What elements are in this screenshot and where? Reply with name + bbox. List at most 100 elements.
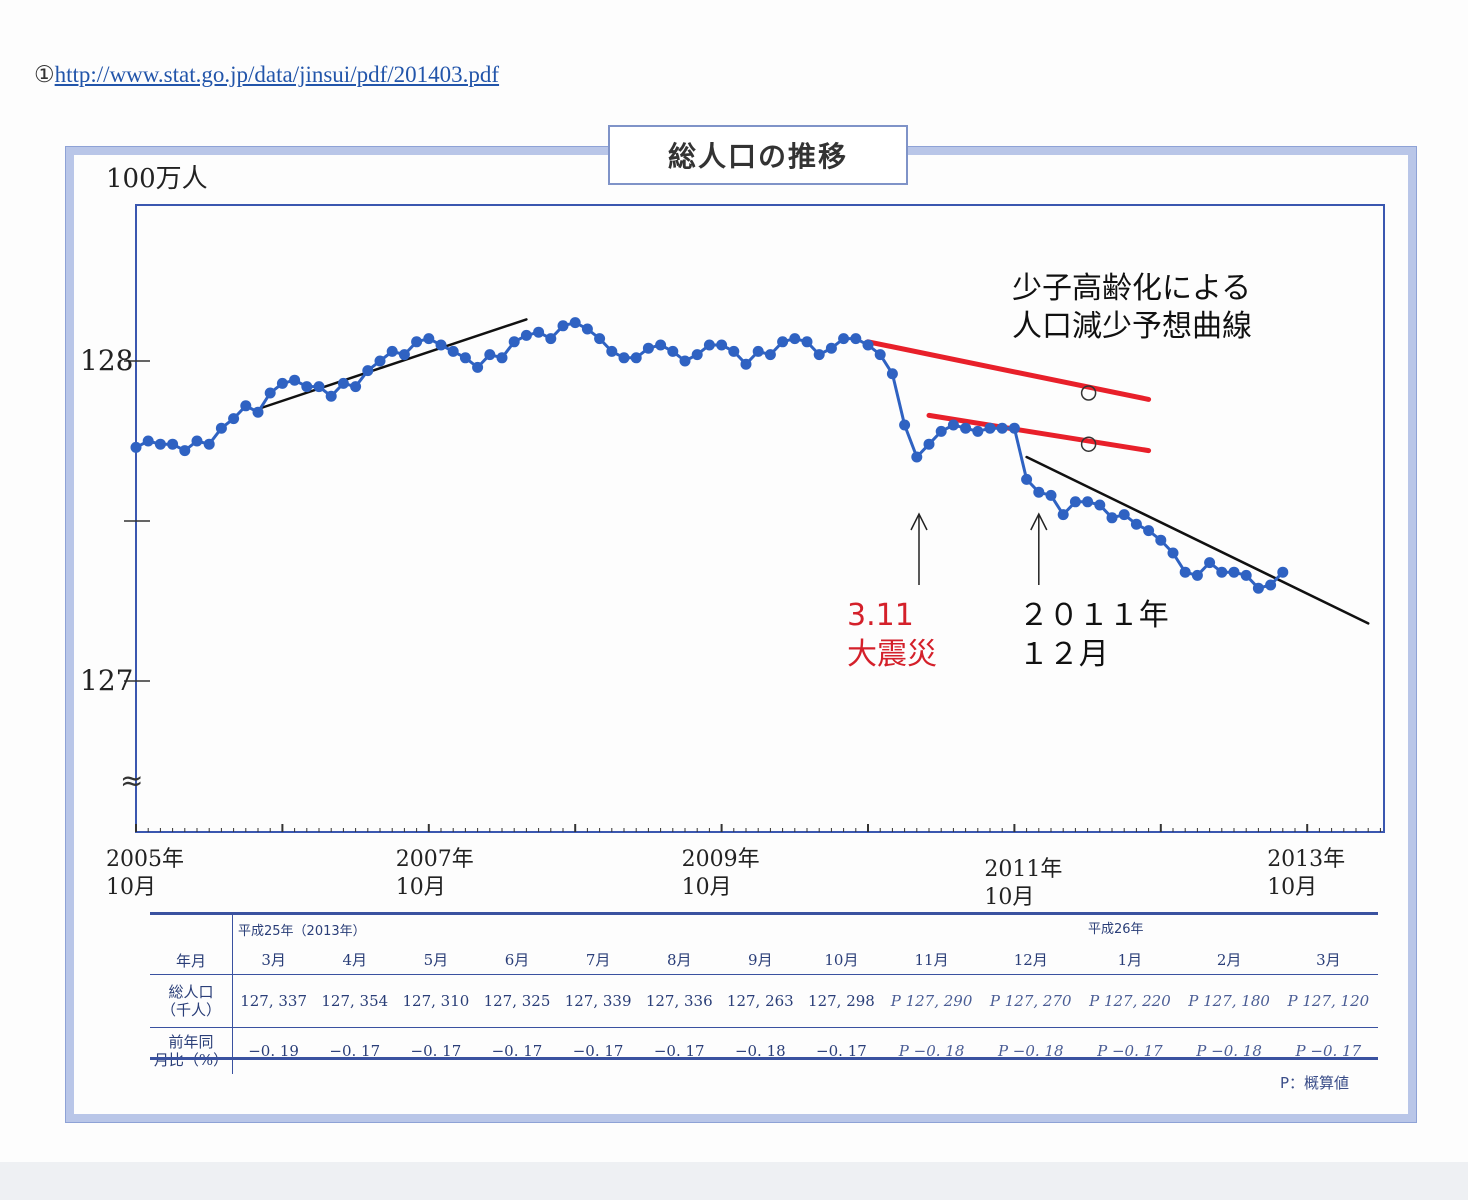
month-header: 12月 — [981, 914, 1081, 975]
data-point — [1179, 566, 1191, 578]
month-header: 9月 — [719, 914, 801, 975]
ratio-cell: P −0. 18 — [898, 1042, 965, 1060]
data-point — [850, 333, 862, 345]
data-point — [886, 368, 898, 380]
data-point — [1204, 557, 1216, 569]
forecast-annotation-line: 人口減少予想曲線 — [1012, 309, 1252, 344]
population-cell: P 127, 290 — [881, 974, 982, 1028]
data-point — [496, 352, 508, 364]
arrow-head — [910, 512, 928, 531]
ratio-row: 前年同 月比（%） −0. 19 −0. 17 −0. 17 −0. 17 −0. 17… — [150, 1027, 1378, 1074]
y-tick-label: 128 — [80, 344, 133, 377]
x-tick-label: 10月 — [984, 885, 1034, 910]
table-header-row: 年月 3月 4月 5月 6月 7月 8月 9月 10月 11月 12月 1月 2月 3月 — [150, 914, 1378, 975]
x-tick-label: 10月 — [682, 875, 732, 900]
month-header: 5月 — [395, 914, 477, 975]
population-cell: 127, 263 — [719, 974, 801, 1028]
population-cell: 127, 337 — [232, 974, 315, 1028]
month-header: 1月 — [1080, 914, 1180, 975]
population-series — [130, 317, 1289, 594]
data-point — [545, 333, 557, 345]
population-cell: 127, 339 — [557, 974, 639, 1028]
y-axis-labels: 127 128 ≈ — [80, 344, 143, 797]
data-point — [935, 425, 947, 437]
data-point — [630, 352, 642, 364]
event-label: 3.11 — [847, 598, 914, 633]
trend-lines — [256, 318, 1370, 625]
data-point — [398, 349, 410, 361]
data-point — [923, 438, 935, 450]
population-cell: P 127, 220 — [1080, 974, 1180, 1028]
data-point — [130, 441, 142, 453]
data-point — [1228, 566, 1240, 578]
ratio-label: 前年同 月比（%） — [150, 1027, 233, 1074]
population-row: 総人口 （千人） 127, 337 127, 354 127, 310 127, 32… — [150, 974, 1378, 1028]
data-point — [972, 425, 984, 437]
x-tick-label: 10月 — [1267, 875, 1317, 900]
data-point — [411, 336, 423, 348]
source-link[interactable]: http://www.stat.go.jp/data/jinsui/pdf/20… — [54, 62, 500, 87]
ratio-cell: −0. 17 — [572, 1042, 624, 1060]
ratio-cell: −0. 19 — [248, 1042, 299, 1060]
forecast-annotation-line: 少子高齢化による — [1012, 271, 1251, 306]
data-point — [167, 438, 179, 450]
circled-number: ① — [34, 62, 55, 87]
x-tick-label: 2009年 — [682, 847, 760, 872]
month-header: 8月 — [638, 914, 720, 975]
data-point — [154, 438, 166, 450]
data-point — [484, 349, 496, 361]
data-point — [703, 339, 715, 351]
ratio-cell: P −0. 18 — [997, 1042, 1064, 1060]
data-point — [508, 336, 520, 348]
data-point — [203, 438, 215, 450]
event-label: ２０１１年 — [1019, 598, 1169, 633]
data-point — [228, 413, 240, 425]
data-point — [289, 374, 301, 386]
data-point — [789, 333, 801, 345]
data-point — [764, 349, 776, 361]
data-point — [899, 419, 911, 431]
x-tick-label: 10月 — [106, 875, 156, 900]
data-point — [1252, 582, 1264, 594]
data-point — [472, 361, 484, 373]
data-point — [947, 419, 959, 431]
data-point — [1106, 512, 1118, 524]
population-cell: 127, 336 — [638, 974, 720, 1028]
x-tick-label: 2005年 — [106, 847, 184, 872]
population-label: 総人口 （千人） — [150, 974, 233, 1028]
event-label: １２月 — [1019, 637, 1109, 672]
data-point — [240, 400, 252, 412]
data-point — [777, 336, 789, 348]
data-point — [1130, 518, 1142, 530]
data-point — [642, 342, 654, 354]
data-point — [569, 317, 581, 329]
data-point — [716, 339, 728, 351]
x-tick-label: 2013年 — [1267, 847, 1345, 872]
month-header: 11月 — [881, 914, 982, 975]
population-cell: P 127, 120 — [1278, 974, 1378, 1028]
trend-line — [1025, 455, 1370, 625]
data-point — [1057, 509, 1069, 521]
ratio-cell: −0. 17 — [491, 1042, 543, 1060]
data-point — [911, 451, 923, 463]
source-reference: ①http://www.stat.go.jp/data/jinsui/pdf/2… — [34, 62, 499, 88]
ratio-cell: −0. 17 — [410, 1042, 462, 1060]
data-point — [1021, 473, 1033, 485]
table-bottom-rule — [150, 1057, 1378, 1060]
data-point — [191, 435, 203, 447]
data-point — [435, 339, 447, 351]
ratio-cell: P −0. 17 — [1295, 1042, 1362, 1060]
ratio-cell: P −0. 18 — [1196, 1042, 1262, 1060]
data-point — [215, 422, 227, 434]
y-unit-label: 100万人 — [106, 164, 208, 194]
data-point — [874, 349, 886, 361]
data-point — [1155, 534, 1167, 546]
data-point — [1216, 566, 1228, 578]
data-point — [1118, 509, 1130, 521]
data-point — [276, 377, 288, 389]
data-point — [337, 377, 349, 389]
data-point — [459, 352, 471, 364]
data-point — [667, 345, 679, 357]
